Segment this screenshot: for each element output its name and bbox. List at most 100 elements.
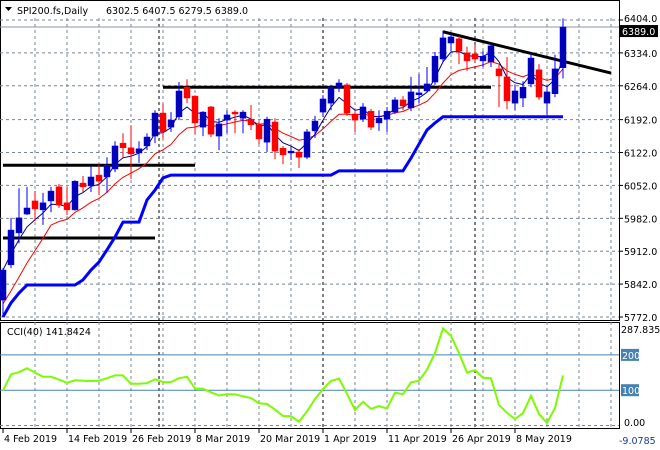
bull-candle-body bbox=[0, 269, 7, 301]
bear-candle-body bbox=[31, 200, 39, 210]
date-tick-label: 26 Feb 2019 bbox=[132, 434, 191, 445]
bear-candle-body bbox=[247, 118, 255, 126]
price-tick-label: 6052.0 bbox=[624, 181, 657, 192]
price-pane-frame bbox=[0, 0, 620, 321]
date-tick-label: 4 Feb 2019 bbox=[4, 434, 57, 445]
bull-candle-body bbox=[175, 90, 183, 118]
slow-moving-average-line bbox=[2, 60, 564, 305]
symbol-label: SPI200.fs,Daily bbox=[17, 6, 88, 17]
bull-candle-body bbox=[239, 111, 247, 119]
bull-candle-body bbox=[415, 92, 423, 95]
triangle-down-icon[interactable] bbox=[5, 7, 12, 11]
trend-line bbox=[442, 30, 612, 75]
bull-candle-body bbox=[423, 83, 431, 92]
cci-line bbox=[2, 326, 564, 425]
bull-candle-body bbox=[519, 86, 527, 99]
bear-candle-body bbox=[55, 186, 63, 206]
bear-candle-body bbox=[183, 86, 191, 99]
bull-candle-body bbox=[319, 98, 327, 113]
bear-candle-body bbox=[399, 99, 407, 107]
date-tick-label: 1 Apr 2019 bbox=[324, 434, 377, 445]
cci-pane bbox=[0, 326, 619, 426]
bull-candle-body bbox=[7, 229, 15, 266]
bull-candle-body bbox=[447, 36, 455, 44]
cci-level-label: 100 bbox=[622, 386, 640, 397]
bear-candle-body bbox=[191, 95, 199, 124]
cci-level-label: 200 bbox=[622, 351, 640, 362]
price-tick-label: 6264.0 bbox=[624, 82, 657, 93]
cci-max-label: 287.8357 bbox=[621, 325, 660, 336]
bear-candle-body bbox=[535, 69, 543, 98]
bull-candle-body bbox=[375, 117, 383, 124]
bear-candle-body bbox=[471, 53, 479, 60]
bear-candle-body bbox=[231, 111, 239, 115]
bull-candle-body bbox=[303, 131, 311, 158]
bull-candle-body bbox=[559, 26, 567, 68]
current-price-badge bbox=[620, 25, 658, 38]
current-price-label: 6389.0 bbox=[622, 27, 655, 38]
price-tick-label: 6334.0 bbox=[624, 49, 657, 60]
bull-candle-body bbox=[383, 110, 391, 120]
bull-candle-body bbox=[439, 37, 447, 60]
bull-candle-body bbox=[15, 217, 23, 234]
date-tick-label: 14 Feb 2019 bbox=[68, 434, 127, 445]
bull-candle-body bbox=[359, 106, 367, 120]
cci-level-badge bbox=[621, 348, 639, 361]
bear-candle-body bbox=[255, 124, 263, 140]
bull-candle-body bbox=[511, 90, 519, 104]
bear-candle-body bbox=[119, 142, 127, 149]
bear-candle-body bbox=[79, 182, 87, 188]
price-tick-label: 6404.0 bbox=[624, 14, 657, 25]
bull-candle-body bbox=[87, 176, 95, 187]
bull-candle-body bbox=[47, 190, 55, 202]
bull-candle-body bbox=[527, 57, 535, 85]
bear-candle-body bbox=[271, 121, 279, 152]
bull-candle-body bbox=[215, 123, 223, 137]
candles bbox=[0, 18, 567, 317]
bull-candle-body bbox=[551, 68, 559, 95]
bull-candle-body bbox=[103, 164, 111, 178]
axes: 6404.0 6334.0 6264.0 6192.0 6122.0 6052.0 5982… bbox=[2, 14, 660, 447]
bull-candle-body bbox=[287, 150, 295, 154]
bear-candle-body bbox=[495, 68, 503, 77]
bull-candle-body bbox=[223, 114, 231, 121]
date-tick-label: 8 May 2019 bbox=[516, 434, 572, 445]
bull-candle-body bbox=[431, 55, 439, 83]
bear-candle-body bbox=[127, 147, 135, 155]
bear-candle-body bbox=[351, 113, 359, 121]
bear-candle-body bbox=[95, 174, 103, 182]
price-tick-label: 5912.0 bbox=[624, 247, 657, 258]
bull-candle-body bbox=[71, 180, 79, 211]
bear-candle-body bbox=[463, 52, 471, 62]
bear-candle-body bbox=[207, 106, 215, 135]
price-tick-label: 5982.0 bbox=[624, 214, 657, 225]
bull-candle-body bbox=[23, 207, 31, 215]
bull-candle-body bbox=[263, 118, 271, 143]
bull-candle-body bbox=[151, 112, 159, 137]
bull-candle-body bbox=[167, 119, 175, 128]
bear-candle-body bbox=[343, 84, 351, 114]
price-tick-label: 5842.0 bbox=[624, 280, 657, 291]
bull-candle-body bbox=[335, 82, 343, 88]
date-tick-label: 11 Apr 2019 bbox=[388, 434, 447, 445]
bear-candle-body bbox=[279, 148, 287, 156]
bull-candle-body bbox=[199, 111, 207, 128]
date-tick-label: 8 Mar 2019 bbox=[196, 434, 250, 445]
chart-header: SPI200.fs,Daily 6302.5 6407.5 6279.5 638… bbox=[5, 6, 248, 17]
cci-pane-frame bbox=[0, 322, 620, 429]
ohlc-label: 6302.5 6407.5 6279.5 6389.0 bbox=[106, 6, 248, 17]
bull-candle-body bbox=[487, 45, 495, 63]
date-tick-label: 26 Apr 2019 bbox=[452, 434, 511, 445]
cci-zero-label: 0.00 bbox=[624, 418, 645, 429]
bear-candle-body bbox=[159, 112, 167, 133]
bear-candle-body bbox=[367, 110, 375, 128]
bull-candle-body bbox=[327, 86, 335, 104]
price-tick-label: 6122.0 bbox=[624, 149, 657, 160]
bull-candle-body bbox=[135, 148, 143, 154]
bull-candle-body bbox=[407, 91, 415, 109]
bear-candle-body bbox=[455, 38, 463, 52]
grid bbox=[0, 0, 620, 429]
bull-candle-body bbox=[39, 202, 47, 211]
bull-candle-body bbox=[391, 99, 399, 113]
